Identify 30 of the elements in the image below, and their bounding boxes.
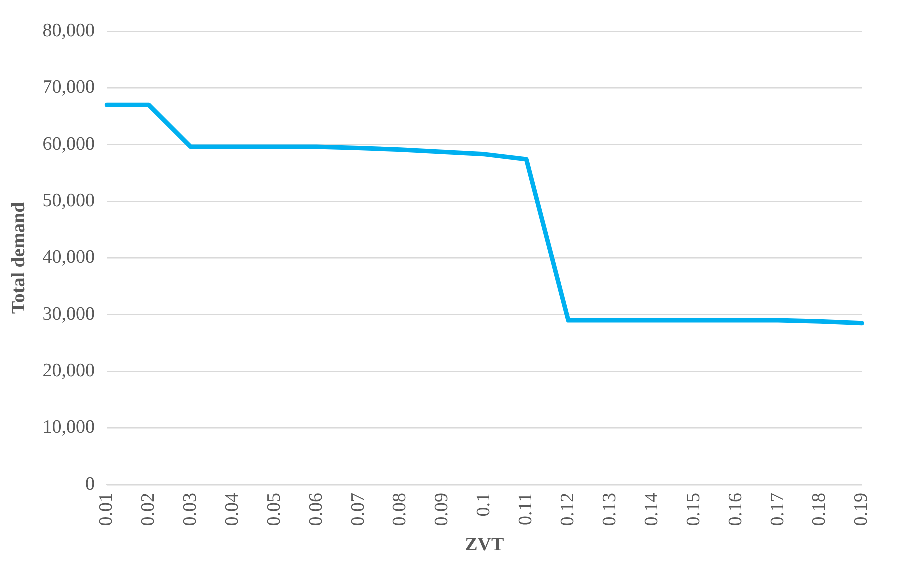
x-tick-label: 0.06 <box>306 492 327 526</box>
x-tick-label: 0.14 <box>641 492 662 526</box>
x-tick-label: 0.18 <box>809 492 830 526</box>
y-tick-label: 40,000 <box>42 247 96 268</box>
x-tick-label: 0.05 <box>264 492 285 526</box>
y-tick-label: 20,000 <box>42 360 96 382</box>
x-tick-label: 0.03 <box>180 492 201 526</box>
x-tick-label: 0.16 <box>725 492 746 526</box>
y-tick-label: 50,000 <box>42 190 96 212</box>
x-tick-label: 0.12 <box>558 492 579 526</box>
y-tick-label: 10,000 <box>42 417 96 438</box>
x-tick-label: 0.1 <box>474 492 495 517</box>
x-tick-label: 0.04 <box>222 492 243 526</box>
y-tick-label: 70,000 <box>42 77 96 98</box>
x-tick-label: 0.19 <box>851 492 872 526</box>
x-tick-label: 0.01 <box>96 492 118 526</box>
x-tick-label: 0.13 <box>599 492 620 526</box>
x-axis-title: ZVT <box>465 534 504 556</box>
y-tick-label: 60,000 <box>42 134 96 155</box>
x-tick-label: 0.07 <box>348 492 369 526</box>
x-tick-label: 0.15 <box>683 492 704 526</box>
x-tick-label: 0.17 <box>767 492 788 526</box>
y-axis-title: Total demand <box>8 202 30 314</box>
x-tick-label: 0.08 <box>390 492 411 526</box>
x-tick-label: 0.02 <box>138 492 159 526</box>
y-tick-label: 30,000 <box>42 304 96 325</box>
x-tick-label: 0.11 <box>516 492 537 526</box>
y-tick-label: 80,000 <box>42 20 96 42</box>
y-tick-label: 0 <box>86 474 96 495</box>
x-tick-label: 0.09 <box>432 492 453 526</box>
